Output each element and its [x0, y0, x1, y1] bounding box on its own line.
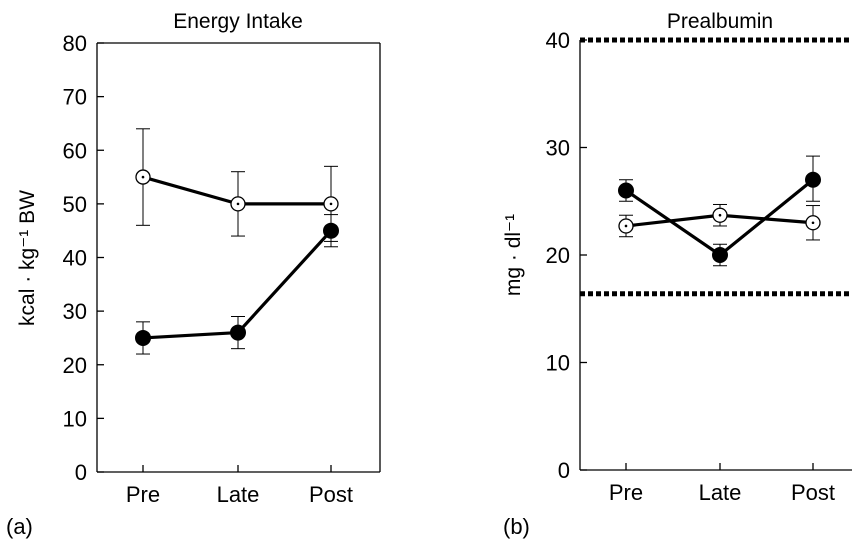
panel-label: (a) — [6, 514, 33, 539]
panel-prealbumin: Prealbumin mg · dl⁻¹ (b) 0 10 20 30 40 Pre Lat… — [502, 10, 852, 539]
y-tick-label: 70 — [63, 85, 87, 110]
data-point-filled — [230, 324, 246, 341]
y-tick-label: 40 — [546, 28, 570, 53]
x-tick-label: Pre — [126, 482, 160, 507]
y-tick-label: 50 — [63, 192, 87, 217]
data-point-filled — [618, 182, 634, 199]
data-point-open-center — [718, 213, 722, 217]
y-tick-label: 30 — [546, 136, 570, 161]
x-tick-label: Late — [699, 480, 742, 505]
chart-title: Energy Intake — [173, 10, 303, 33]
y-tick-label: 80 — [63, 31, 87, 56]
panel-label: (b) — [503, 514, 530, 539]
data-point-open-center — [329, 202, 333, 206]
x-tick-label: Post — [309, 482, 353, 507]
data-point-open-center — [811, 221, 815, 225]
data-point-open-center — [141, 175, 145, 179]
x-tick-label: Late — [217, 482, 260, 507]
y-tick-label: 0 — [75, 460, 87, 485]
y-tick-label: 10 — [546, 351, 570, 376]
y-axis-label: kcal · kg⁻¹ BW — [16, 190, 39, 326]
data-point-filled — [135, 329, 151, 346]
series-line-filled-markers — [142, 229, 333, 340]
y-tick-label: 30 — [63, 299, 87, 324]
y-tick-label: 20 — [63, 353, 87, 378]
y-axis-label: mg · dl⁻¹ — [502, 214, 525, 296]
data-point-filled — [323, 222, 339, 239]
y-tick-label: 0 — [558, 458, 570, 483]
data-point-filled — [712, 247, 728, 263]
y-tick-label: 60 — [63, 138, 87, 163]
data-point-open-center — [236, 202, 240, 206]
panel-energy-intake: Energy Intake kcal · kg⁻¹ BW (a) 0 10 20 30… — [6, 10, 381, 539]
y-tick-label: 20 — [546, 243, 570, 268]
data-point-filled — [805, 171, 821, 188]
chart-title: Prealbumin — [667, 10, 773, 33]
y-tick-label: 40 — [63, 246, 87, 271]
x-tick-label: Post — [791, 480, 835, 505]
x-tick-label: Pre — [609, 480, 643, 505]
data-point-open-center — [624, 224, 628, 228]
y-tick-label: 10 — [63, 406, 87, 431]
